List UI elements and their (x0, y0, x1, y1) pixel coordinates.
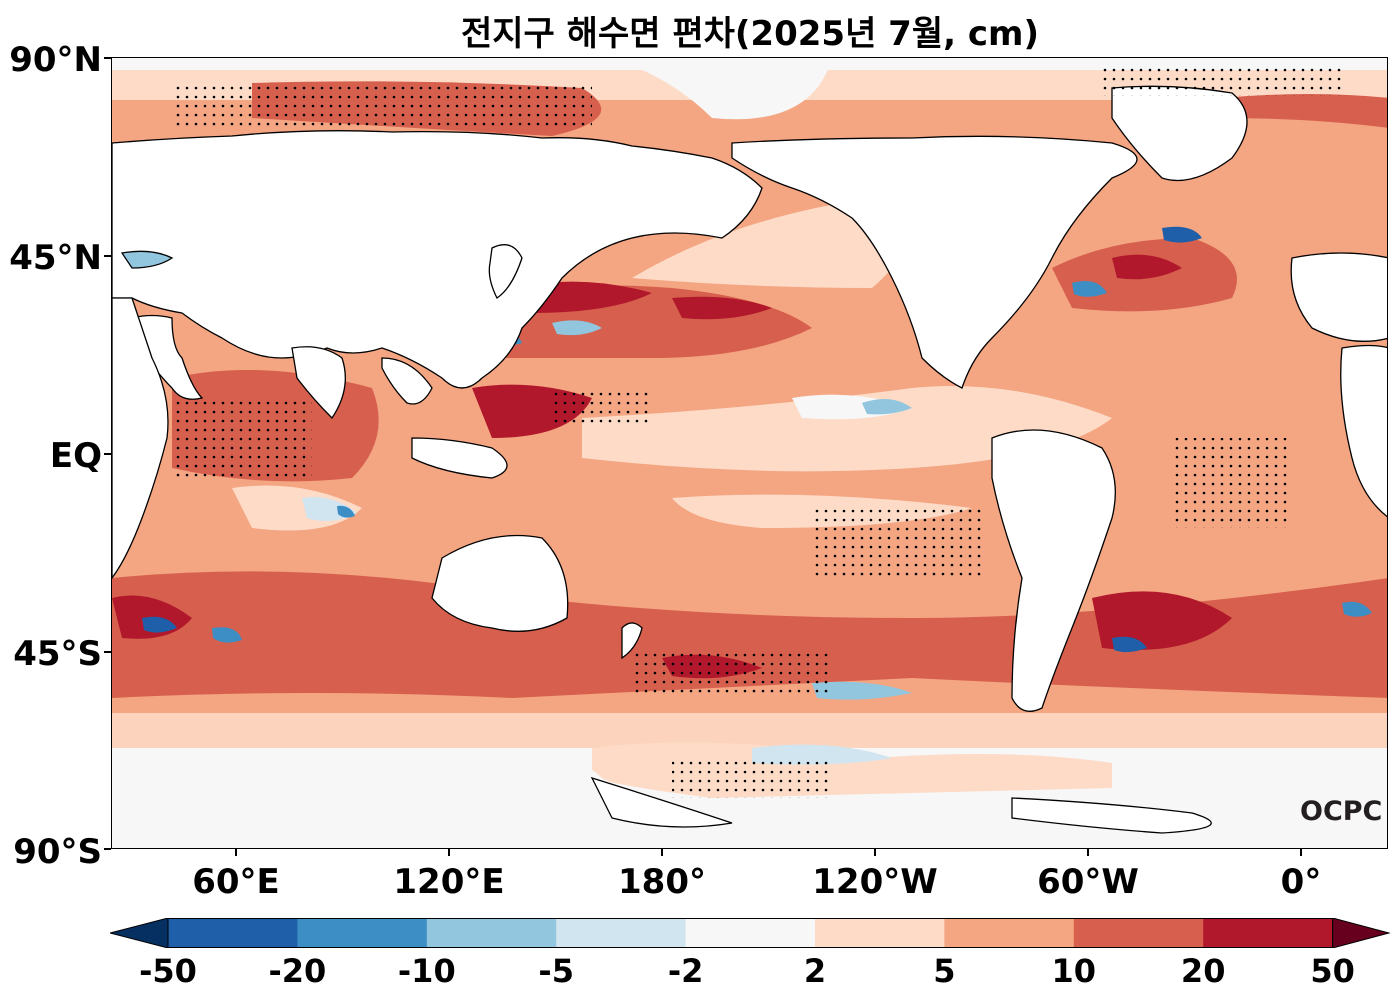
southern-cool-eddy (142, 616, 177, 633)
lon-tick (874, 849, 876, 856)
colorbar-segment (426, 918, 557, 948)
australia-land (431, 534, 569, 632)
lon-label-180: 180° (618, 862, 706, 902)
npacific-light-patch (632, 198, 907, 288)
colorbar-segment (1203, 918, 1334, 948)
colorbar-segment (297, 918, 428, 948)
lon-label-0: 0° (1280, 862, 1322, 902)
southern-cool-eddy (1112, 636, 1147, 653)
colorbar-tick-label: -5 (538, 952, 574, 990)
colorbar-segment (815, 918, 945, 948)
colorbar-tick-label: 5 (933, 952, 956, 990)
kuroshio-hot-patch (672, 296, 772, 320)
colorbar-segment (1073, 918, 1204, 948)
colorbar-tick-label: -50 (139, 952, 197, 990)
stipple-atlantic (1172, 438, 1292, 528)
stipple-southern (672, 758, 832, 798)
colorbar-extend-high (1332, 918, 1390, 948)
antarctic-region (112, 760, 1387, 848)
lon-tick (1087, 849, 1089, 856)
lon-tick (235, 849, 237, 856)
africa-west-land (1340, 344, 1387, 518)
colorbar-tick-label: 50 (1310, 952, 1355, 990)
lat-label-45n: 45°N (9, 238, 102, 278)
arctic-warm-patch (1222, 94, 1387, 128)
southern-cool-patch (812, 681, 912, 700)
southern-cool-eddy (1342, 601, 1372, 617)
indochina-land (381, 357, 433, 405)
southern-warm-band (112, 571, 1387, 698)
stipple-arctic (1102, 66, 1342, 96)
maritime-continent-land (411, 437, 508, 479)
arctic-neutral-patch (612, 58, 832, 120)
indian-cool-eddy (337, 505, 355, 518)
colorbar-tick-label: 10 (1051, 952, 1097, 990)
lat-label-90n: 90°N (9, 40, 102, 80)
africa-east-land (112, 297, 169, 580)
lon-tick (1300, 849, 1302, 856)
colorbar-tick-label: -2 (667, 952, 704, 990)
lat-label-45s: 45°S (13, 634, 102, 674)
lon-label-120e: 120°E (393, 862, 505, 902)
southern-cool-eddy (212, 627, 242, 643)
colorbar-segment (168, 918, 298, 948)
gulfstream-cool-eddy (1162, 226, 1202, 243)
lat-tick (104, 651, 111, 653)
colorbar-tick-label: -10 (397, 952, 456, 990)
lat-tick (104, 453, 111, 455)
stipple-arctic (172, 83, 592, 128)
europe-west-land (1290, 252, 1387, 342)
new-zealand-land (621, 622, 643, 660)
lat-tick (104, 57, 111, 59)
lat-tick (104, 255, 111, 257)
pacific-light-tongue (582, 386, 1112, 472)
india-land (291, 346, 346, 420)
gulfstream-cool-eddy (1072, 280, 1107, 297)
colorbar-segment (556, 918, 687, 948)
lon-label-120w: 120°W (812, 862, 938, 902)
kuroshio-cool-eddy (552, 320, 602, 336)
pacific-cool-patch (862, 399, 912, 415)
colorbar-segment (685, 918, 816, 948)
lon-label-60e: 60°E (192, 862, 280, 902)
antarctica-land (1011, 797, 1212, 834)
map-title: 전지구 해수면 편차(2025년 7월, cm) (460, 14, 1039, 54)
lon-tick (661, 849, 663, 856)
stipple-indian (172, 398, 312, 478)
satlantic-hot-patch (1092, 591, 1232, 650)
south-america-land (991, 429, 1116, 712)
stipple-spacific (812, 508, 982, 578)
colorbar-tick-label: -20 (268, 952, 327, 990)
lat-tick (104, 848, 111, 850)
colorbar-extend-low (110, 918, 169, 948)
colorbar (110, 918, 1390, 948)
arabia-land (131, 314, 204, 400)
lat-label-equator: EQ (49, 436, 102, 476)
gulfstream-hot-patch (1112, 254, 1182, 280)
map-svg (112, 58, 1387, 848)
japan-land (488, 244, 523, 299)
colorbar-segment (944, 918, 1075, 948)
sea-level-anomaly-map (111, 57, 1388, 849)
lon-label-60w: 60°W (1037, 862, 1139, 902)
north-america-land (731, 135, 1138, 389)
colorbar-tick-label: 20 (1180, 952, 1226, 990)
colorbar-outline (167, 918, 1334, 948)
eurasia-land (112, 130, 763, 389)
antarctica-land (590, 776, 733, 828)
stipple-southern (632, 648, 832, 698)
lat-label-90s: 90°S (13, 832, 102, 872)
stipple-wpacific (552, 388, 652, 428)
colorbar-tick-label: 2 (803, 952, 827, 990)
ocpc-logo: OCPC (1300, 796, 1383, 827)
black-sea (120, 250, 174, 269)
lon-tick (448, 849, 450, 856)
